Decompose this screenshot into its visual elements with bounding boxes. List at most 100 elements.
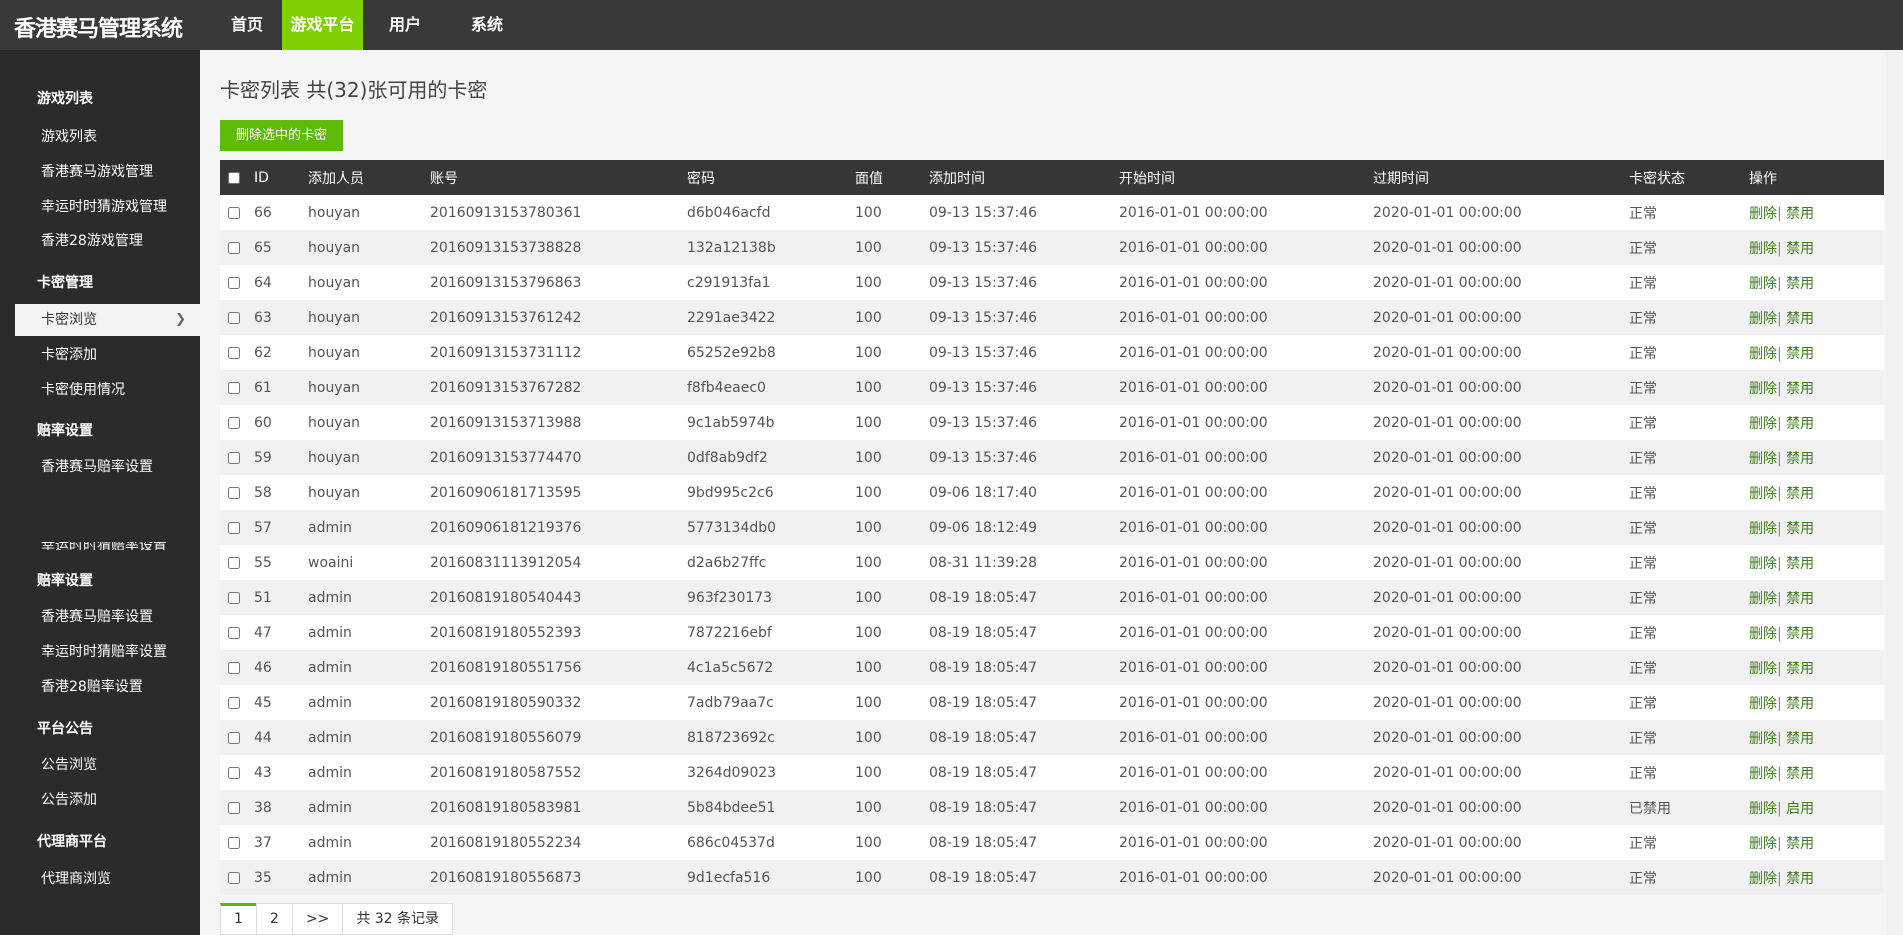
row-checkbox[interactable] xyxy=(228,801,240,814)
row-checkbox[interactable] xyxy=(228,696,240,709)
toggle-link[interactable]: 禁用 xyxy=(1786,520,1815,537)
toggle-link[interactable]: 禁用 xyxy=(1786,765,1815,782)
toggle-link[interactable]: 启用 xyxy=(1786,800,1815,817)
delete-link[interactable]: 删除 xyxy=(1749,485,1777,502)
row-checkbox[interactable] xyxy=(228,556,240,569)
row-checkbox[interactable] xyxy=(228,836,240,849)
col-status: 卡密状态 xyxy=(1629,160,1749,195)
sidebar-item-hk-horse-odds-2[interactable]: 香港赛马赔率设置 xyxy=(41,609,153,625)
row-checkbox[interactable] xyxy=(228,276,240,289)
sidebar-item-lucky-odds-clipped[interactable]: 幸运时时猜赔率设置 xyxy=(41,542,167,550)
sidebar-item-lucky-odds[interactable]: 幸运时时猜赔率设置 xyxy=(41,644,167,660)
sidebar-item-hk-horse-game[interactable]: 香港赛马游戏管理 xyxy=(41,164,153,180)
row-checkbox[interactable] xyxy=(228,626,240,639)
row-checkbox[interactable] xyxy=(228,241,240,254)
delete-link[interactable]: 删除 xyxy=(1749,590,1777,607)
toggle-link[interactable]: 禁用 xyxy=(1786,730,1815,747)
scrollbar[interactable] xyxy=(1886,50,1903,935)
row-checkbox[interactable] xyxy=(228,591,240,604)
cell-status: 正常 xyxy=(1629,835,1657,852)
delete-link[interactable]: 删除 xyxy=(1749,310,1777,327)
next-page-button[interactable]: >> xyxy=(291,903,344,935)
toggle-link[interactable]: 禁用 xyxy=(1786,450,1815,467)
delete-link[interactable]: 删除 xyxy=(1749,870,1777,887)
nav-system[interactable]: 系统 xyxy=(470,15,503,34)
table-row: 58 houyan 20160906181713595 9bd995c2c6 100 09… xyxy=(220,475,1884,510)
sidebar-item-agent-browse[interactable]: 代理商浏览 xyxy=(41,871,111,887)
delete-link[interactable]: 删除 xyxy=(1749,275,1777,292)
row-checkbox[interactable] xyxy=(228,346,240,359)
toggle-link[interactable]: 禁用 xyxy=(1786,205,1815,222)
page-1-button[interactable]: 1 xyxy=(220,903,257,935)
toggle-link[interactable]: 禁用 xyxy=(1786,625,1815,642)
cell-actions: 删除| 禁用 xyxy=(1749,265,1884,300)
col-id: ID xyxy=(254,160,308,195)
sidebar-item-announce-add[interactable]: 公告添加 xyxy=(41,792,97,808)
delete-link[interactable]: 删除 xyxy=(1749,765,1777,782)
sidebar-item-game-list[interactable]: 游戏列表 xyxy=(41,129,97,145)
toggle-link[interactable]: 禁用 xyxy=(1786,660,1815,677)
sidebar-item-lucky-game[interactable]: 幸运时时猜游戏管理 xyxy=(41,199,167,215)
row-checkbox[interactable] xyxy=(228,766,240,779)
sidebar-item-card-usage[interactable]: 卡密使用情况 xyxy=(41,382,125,398)
page-2-button[interactable]: 2 xyxy=(255,903,293,935)
delete-link[interactable]: 删除 xyxy=(1749,625,1777,642)
toggle-link[interactable]: 禁用 xyxy=(1786,415,1815,432)
delete-link[interactable]: 删除 xyxy=(1749,205,1777,222)
row-checkbox[interactable] xyxy=(228,311,240,324)
sidebar-item-announce-browse[interactable]: 公告浏览 xyxy=(41,757,97,773)
row-checkbox[interactable] xyxy=(228,521,240,534)
toggle-link[interactable]: 禁用 xyxy=(1786,870,1815,887)
toggle-link[interactable]: 禁用 xyxy=(1786,695,1815,712)
cell-expire-time: 2020-01-01 00:00:00 xyxy=(1373,589,1522,606)
row-checkbox[interactable] xyxy=(228,451,240,464)
row-checkbox[interactable] xyxy=(228,381,240,394)
delete-link[interactable]: 删除 xyxy=(1749,520,1777,537)
table-row: 64 houyan 20160913153796863 c291913fa1 100 09… xyxy=(220,265,1884,300)
select-all-checkbox[interactable] xyxy=(228,171,240,184)
toggle-link[interactable]: 禁用 xyxy=(1786,240,1815,257)
nav-home[interactable]: 首页 xyxy=(230,15,263,34)
delete-link[interactable]: 删除 xyxy=(1749,660,1777,677)
delete-link[interactable]: 删除 xyxy=(1749,555,1777,572)
row-checkbox[interactable] xyxy=(228,486,240,499)
toggle-link[interactable]: 禁用 xyxy=(1786,555,1815,572)
toggle-link[interactable]: 禁用 xyxy=(1786,275,1815,292)
delete-link[interactable]: 删除 xyxy=(1749,800,1777,817)
row-checkbox[interactable] xyxy=(228,206,240,219)
row-checkbox[interactable] xyxy=(228,871,240,884)
cell-add-time: 09-13 15:37:46 xyxy=(929,344,1038,361)
cell-status: 已禁用 xyxy=(1629,800,1671,817)
nav-game-platform[interactable]: 游戏平台 xyxy=(282,0,363,50)
sidebar-item-card-add[interactable]: 卡密添加 xyxy=(41,347,97,363)
cell-id: 37 xyxy=(254,834,272,851)
sidebar-item-hk-horse-odds[interactable]: 香港赛马赔率设置 xyxy=(41,459,153,475)
toggle-link[interactable]: 禁用 xyxy=(1786,380,1815,397)
toggle-link[interactable]: 禁用 xyxy=(1786,345,1815,362)
sidebar-item-hk28-odds[interactable]: 香港28赔率设置 xyxy=(41,679,143,695)
toggle-link[interactable]: 禁用 xyxy=(1786,310,1815,327)
cell-added-by: admin xyxy=(308,694,352,711)
sidebar-item-hk28-game[interactable]: 香港28游戏管理 xyxy=(41,233,143,249)
delete-link[interactable]: 删除 xyxy=(1749,730,1777,747)
delete-link[interactable]: 删除 xyxy=(1749,835,1777,852)
delete-link[interactable]: 删除 xyxy=(1749,695,1777,712)
delete-selected-button[interactable]: 删除选中的卡密 xyxy=(220,120,344,151)
delete-link[interactable]: 删除 xyxy=(1749,345,1777,362)
toggle-link[interactable]: 禁用 xyxy=(1786,835,1815,852)
row-checkbox[interactable] xyxy=(228,661,240,674)
cell-added-by: woaini xyxy=(308,554,354,571)
nav-users[interactable]: 用户 xyxy=(388,15,421,34)
delete-link[interactable]: 删除 xyxy=(1749,415,1777,432)
toggle-link[interactable]: 禁用 xyxy=(1786,590,1815,607)
cell-value: 100 xyxy=(855,624,882,641)
sidebar-item-card-browse[interactable]: 卡密浏览 ❯ xyxy=(15,304,200,336)
cell-password: 818723692c xyxy=(687,729,775,746)
delete-link[interactable]: 删除 xyxy=(1749,450,1777,467)
row-checkbox[interactable] xyxy=(228,731,240,744)
row-checkbox[interactable] xyxy=(228,416,240,429)
cell-id: 55 xyxy=(254,554,272,571)
toggle-link[interactable]: 禁用 xyxy=(1786,485,1815,502)
delete-link[interactable]: 删除 xyxy=(1749,240,1777,257)
delete-link[interactable]: 删除 xyxy=(1749,380,1777,397)
